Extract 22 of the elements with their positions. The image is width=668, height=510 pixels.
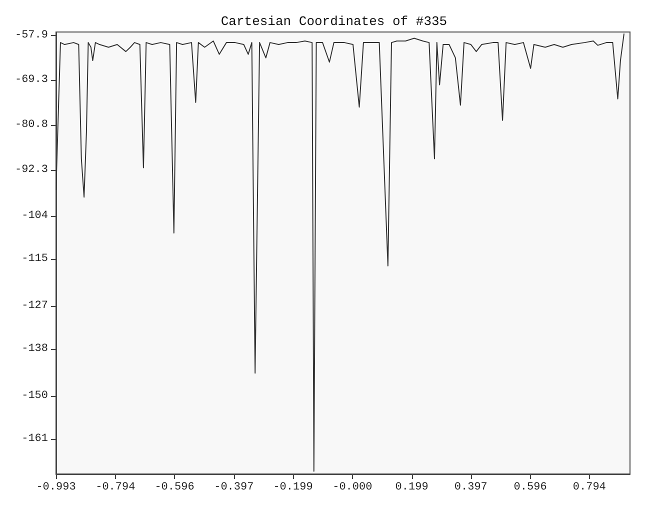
line-series: [56, 33, 625, 472]
x-tick-label: -0.993: [36, 482, 76, 494]
y-tick-label: -104: [22, 210, 48, 222]
x-tick-label: 0.596: [514, 482, 547, 494]
x-tick-label: -0.199: [273, 482, 313, 494]
x-tick-label: -0.000: [332, 482, 372, 494]
y-tick-label: -150: [22, 390, 48, 402]
x-tick-label: -0.794: [96, 482, 136, 494]
x-tick-label: 0.794: [572, 482, 606, 494]
y-tick-label: -69.3: [14, 74, 48, 86]
y-tick-label: -127: [22, 300, 48, 312]
y-tick-label: -80.8: [14, 119, 48, 132]
y-tick-label: -57.9: [14, 30, 48, 42]
x-tick-label: -0.397: [214, 482, 254, 494]
x-tick-label: 0.397: [454, 482, 488, 494]
y-tick-label: -138: [22, 342, 48, 355]
y-tick-label: -115: [22, 252, 48, 265]
x-tick-label: -0.596: [154, 482, 194, 494]
chart-title: Cartesian Coordinates of #335: [220, 14, 448, 29]
x-tick-label: 0.199: [395, 482, 428, 494]
y-tick-label: -161: [22, 432, 48, 445]
y-tick-label: -92.3: [14, 164, 48, 176]
